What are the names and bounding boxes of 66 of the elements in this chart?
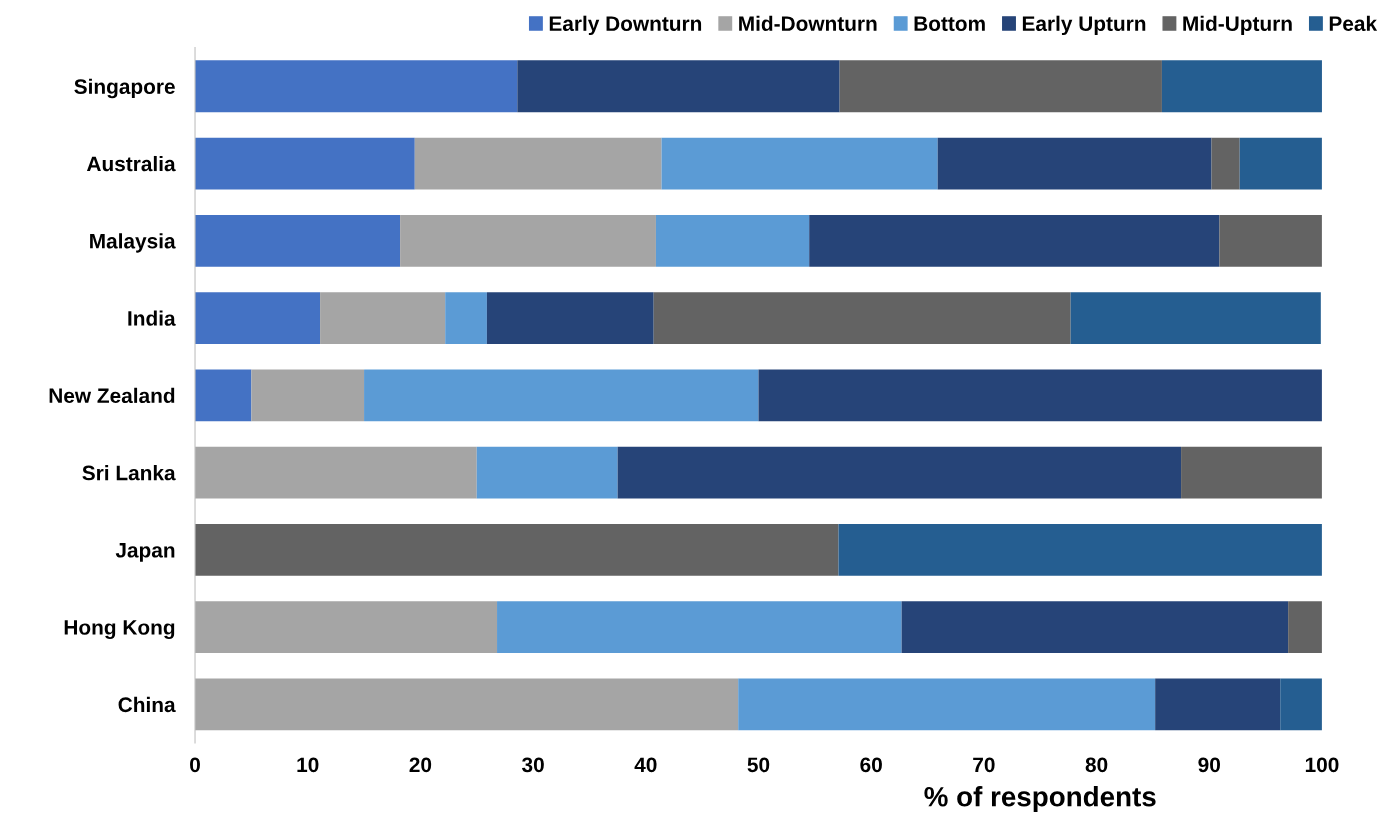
bar [1288, 601, 1322, 653]
y-tick-label: New Zealand [49, 387, 175, 404]
y-tick-label: China [118, 696, 176, 713]
x-tick-label: 70 [973, 757, 995, 773]
x-tick-label: 0 [190, 757, 200, 773]
y-tick-label: India [128, 310, 176, 326]
bar [476, 446, 618, 499]
legend-label: Mid-Downturn [739, 15, 877, 31]
bar [1070, 292, 1321, 344]
bar [655, 214, 810, 267]
y-tick-label: Japan [115, 543, 175, 562]
bar [1219, 214, 1322, 267]
x-tick-label: 100 [1305, 757, 1339, 773]
bar [486, 292, 654, 344]
x-tick-label: 60 [860, 757, 882, 773]
bar [195, 523, 839, 576]
bar [195, 214, 401, 267]
legend-label: Bottom [914, 16, 985, 31]
bar [809, 214, 1220, 267]
x-tick-label: 40 [634, 757, 657, 773]
y-tick-label: Malaysia [90, 233, 176, 253]
y-tick-label: Singapore [74, 78, 175, 99]
bar [1155, 678, 1281, 731]
x-tick-label: 10 [297, 757, 319, 773]
bar [414, 137, 662, 190]
bar [653, 292, 1071, 344]
bar [195, 601, 498, 653]
legend-label: Mid-Upturn [1183, 15, 1292, 36]
bar [1239, 137, 1322, 190]
x-tick-label: 20 [409, 757, 432, 773]
bar [195, 60, 518, 113]
bar [320, 292, 446, 344]
bar [497, 601, 902, 653]
bar [838, 523, 1322, 576]
bar [937, 137, 1212, 190]
bar [195, 137, 415, 190]
bar [901, 601, 1289, 653]
bar [195, 292, 321, 344]
bar [1280, 678, 1322, 731]
bar [738, 678, 1156, 731]
y-tick-label: Sri Lanka [82, 465, 176, 481]
x-tick-label: 30 [521, 757, 544, 773]
bar [661, 137, 938, 190]
bar [251, 369, 365, 422]
bar [195, 678, 739, 731]
legend-label: Peak [1329, 15, 1378, 31]
bar [839, 60, 1162, 113]
bar [617, 446, 1182, 499]
x-tick-label: 80 [1085, 757, 1108, 773]
bar [195, 446, 477, 499]
y-tick-label: Hong Kong [64, 620, 175, 640]
bar [364, 369, 759, 422]
bar [758, 369, 1322, 422]
bar [517, 60, 840, 113]
y-tick-label: Australia [86, 155, 176, 172]
x-tick-label: 50 [747, 757, 770, 773]
x-axis-title: % of respondents [924, 786, 1156, 813]
legend-label: Early Upturn [1022, 15, 1146, 36]
x-tick-label: 90 [1198, 757, 1220, 773]
bar [1211, 137, 1240, 190]
legend-label: Early Downturn [549, 15, 702, 36]
bar [400, 214, 656, 267]
bar [1161, 60, 1322, 113]
bar [195, 369, 252, 422]
bar [445, 292, 487, 344]
bar [1181, 446, 1322, 499]
